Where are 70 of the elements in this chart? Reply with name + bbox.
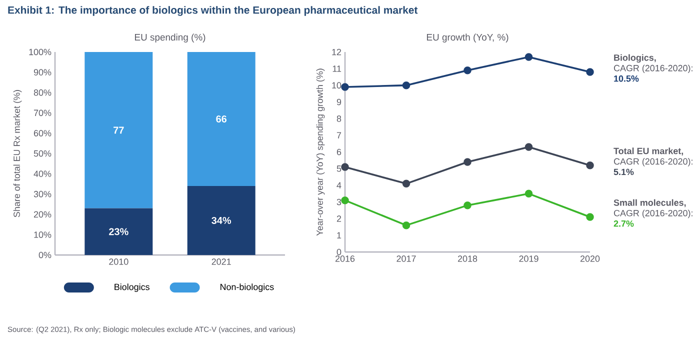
chart-title: Exhibit 1: The importance of biologics within the European pharmaceutical market: [8, 6, 418, 16]
text: CAGR (2016-2020):: [614, 210, 692, 218]
chart-subtitle: EU spending (%): [135, 34, 206, 42]
x-tick-label: 2019: [519, 256, 538, 262]
y-tick-label: 10%: [34, 232, 52, 238]
y-tick-label: 90%: [34, 69, 52, 76]
point: [524, 190, 533, 198]
y-tick-label: 6: [336, 148, 342, 156]
y-tick-label: 80%: [34, 89, 52, 96]
bar: [187, 52, 256, 186]
data-label: 23%: [109, 228, 128, 236]
y-tick-label: 30%: [34, 190, 52, 198]
text: Biologics,: [614, 54, 656, 63]
y-tick-label: 60%: [34, 130, 52, 136]
y-tick-label: 10: [332, 82, 342, 89]
text: 10.5%: [614, 75, 639, 82]
y-tick-label: 0: [336, 248, 342, 256]
point: [464, 201, 472, 210]
data-label: 66: [216, 115, 227, 123]
data-label: 34%: [212, 216, 232, 224]
y-tick-label: 40%: [34, 170, 52, 177]
text: Total EU market,: [614, 148, 684, 156]
y-tick-label: 9: [336, 98, 342, 106]
y-tick-label: 7: [336, 132, 342, 138]
y-tick-label: 100%: [29, 48, 52, 56]
point: [341, 163, 349, 171]
bar: [84, 52, 153, 208]
x-tick-label: 2021: [212, 258, 231, 265]
point: [524, 53, 533, 61]
y-axis-title: Share of total EU Rx market (%): [13, 90, 22, 218]
bar: [187, 186, 256, 255]
point: [524, 143, 533, 151]
x-tick-label: 2016: [335, 256, 355, 262]
y-tick-label: 3: [336, 198, 342, 206]
point: [341, 196, 349, 204]
point: [586, 213, 594, 221]
bar: [84, 208, 153, 255]
text: 5.1%: [614, 168, 634, 176]
point: [464, 66, 472, 74]
y-tick-label: 1: [337, 232, 342, 238]
x-tick-label: 2010: [109, 258, 128, 265]
legend-label: Biologics: [114, 284, 150, 292]
point: [402, 180, 410, 188]
data-label: 77: [114, 126, 124, 134]
text: Small molecules,: [614, 199, 686, 208]
x-tick-label: 2018: [458, 256, 478, 262]
y-tick-label: 4: [336, 182, 342, 188]
point: [586, 68, 594, 76]
point: [341, 83, 349, 91]
text: CAGR (2016-2020):: [614, 158, 692, 166]
point: [402, 81, 410, 90]
point: [402, 221, 410, 230]
y-tick-label: 5: [336, 166, 342, 172]
x-tick-label: 2017: [396, 256, 416, 262]
chart-title: EU growth (YoY, %): [426, 34, 508, 42]
point: [586, 161, 594, 170]
y-tick-label: 70%: [34, 110, 52, 116]
point: [464, 158, 472, 166]
y-tick-label: 8: [336, 115, 342, 122]
y-tick-label: 12: [332, 48, 342, 56]
y-tick-label: 11: [332, 66, 342, 72]
y-axis-title: Year-over year (YoY) spending growth (%): [316, 68, 325, 236]
y-tick-label: 20%: [34, 211, 52, 218]
x-tick-label: 2020: [580, 256, 600, 262]
y-tick-label: 0%: [38, 252, 52, 258]
y-tick-label: 2: [336, 216, 342, 222]
text: 2.7%: [614, 220, 634, 227]
legend-label: Non-biologics: [220, 284, 274, 292]
text: CAGR (2016-2020):: [614, 64, 692, 74]
y-tick-label: 50%: [34, 150, 52, 157]
